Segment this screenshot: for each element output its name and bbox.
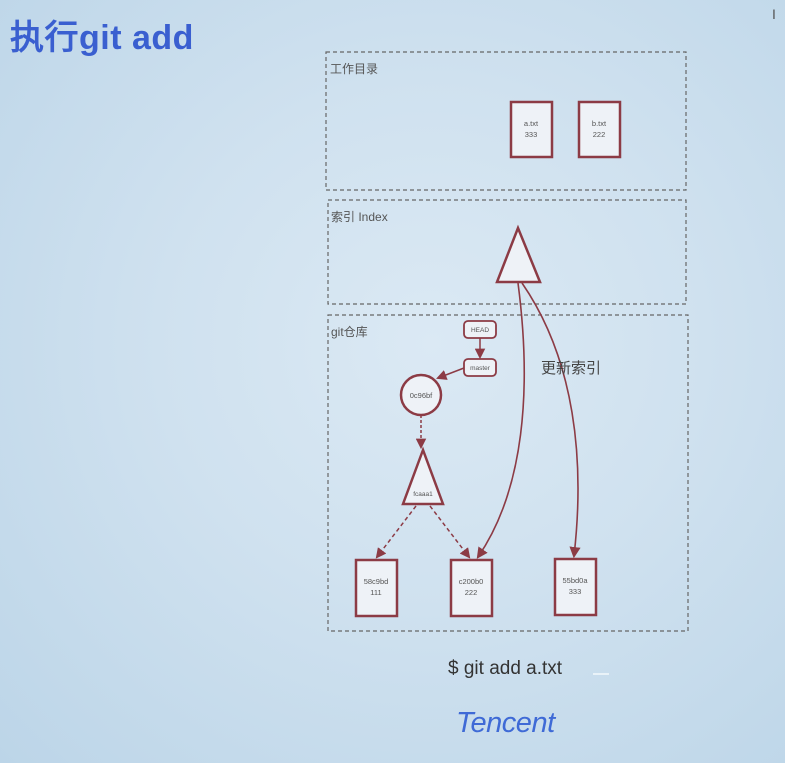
tencent-logo: Tencent [456,707,555,739]
slide-title: 执行git add [10,19,194,57]
tree-to-blob2-link [429,505,471,559]
index-tree-triangle [495,224,542,284]
blob-3-content: 333 [569,587,582,596]
blob-3-hash: 55bd0a [562,576,588,585]
update-index-label: 更新索引 [541,360,601,377]
workdir-zone-label: 工作目录 [330,62,378,76]
corner-mark: I [772,6,776,22]
master-ref-label: master [470,365,491,372]
commit-node: 0c96bf [399,373,443,417]
repo-zone-label: git仓库 [331,324,368,339]
file-a-name: a.txt [524,119,539,128]
repo-zone [327,314,689,632]
blob-node-3: 55bd0a 333 [553,557,598,617]
blob-2-content: 222 [465,588,478,597]
blob-node-1: 58c9bd 111 [354,558,399,618]
index-zone-label: 索引 Index [331,210,388,224]
blob-1-hash: 58c9bd [364,577,389,586]
file-b-name: b.txt [592,119,607,128]
repo-tree-hash: fcaaa1 [413,491,433,498]
head-ref: HEAD [463,320,497,339]
blob-1-content: 111 [370,588,381,597]
commit-hash: 0c96bf [410,391,433,400]
master-to-commit-link [436,367,465,380]
file-a-content: 333 [525,130,538,139]
blob-2-hash: c200b0 [459,577,484,586]
tree-to-blob1-link [375,505,417,559]
workdir-zone [325,51,687,191]
command-text: $ git add a.txt [448,658,563,679]
index-zone [327,199,687,305]
workdir-file-b: b.txt 222 [577,100,622,159]
master-ref: master [463,358,497,377]
index-to-blob3-link [521,282,581,559]
dash-mark [593,673,609,675]
file-b-content: 222 [593,130,606,139]
index-to-blob2-link [476,282,526,559]
head-ref-label: HEAD [471,327,489,334]
blob-node-2: c200b0 222 [449,558,494,618]
repo-tree-node: fcaaa1 [401,446,445,506]
workdir-file-a: a.txt 333 [509,100,554,159]
